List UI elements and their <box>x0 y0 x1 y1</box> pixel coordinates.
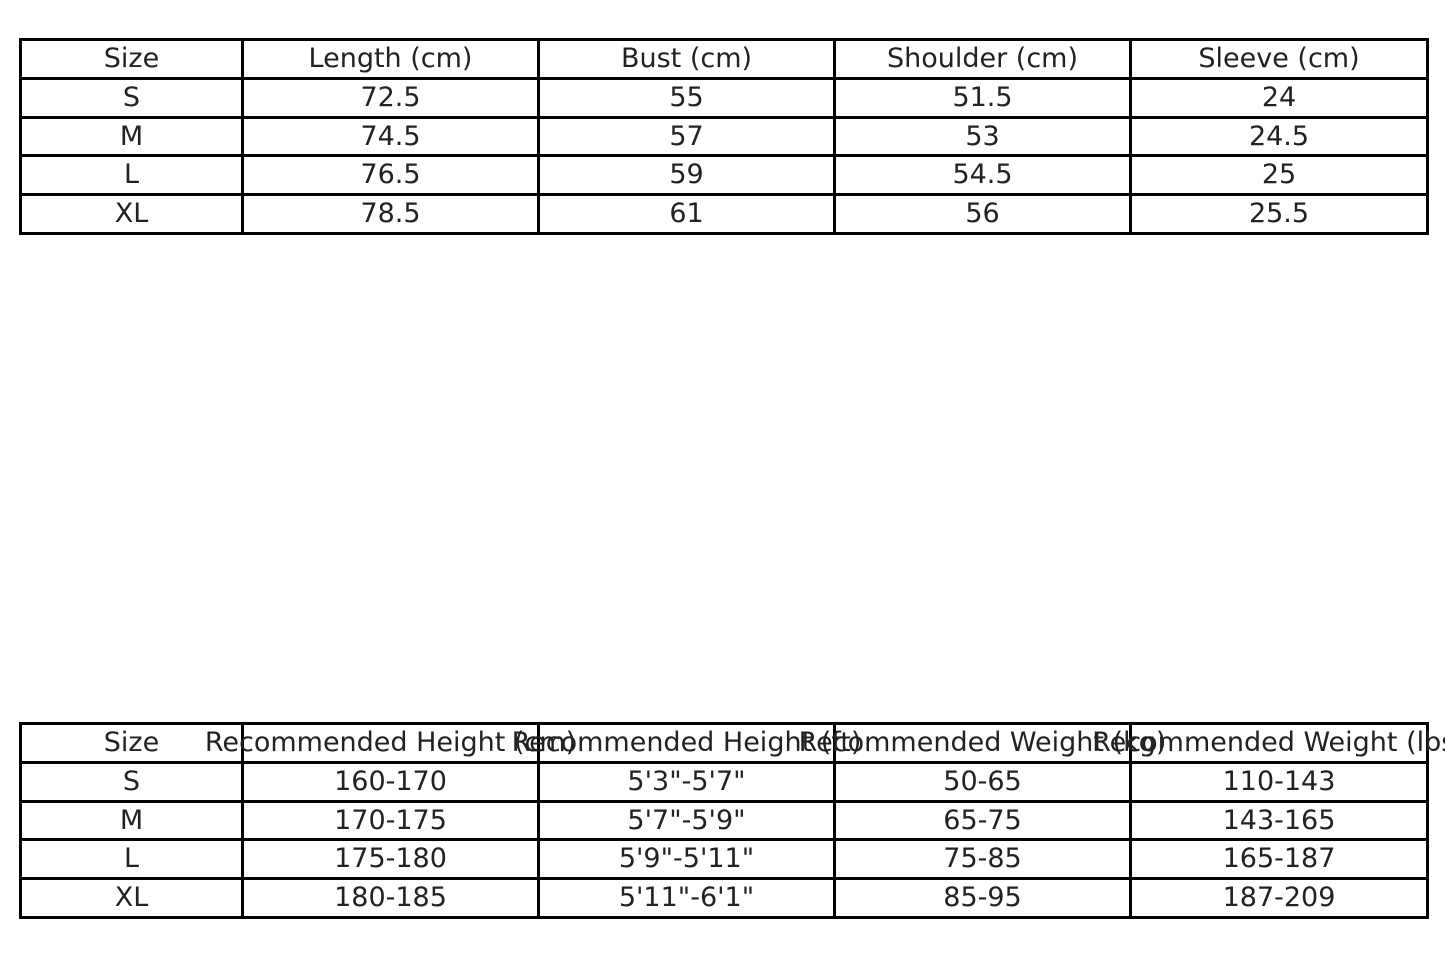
weight-lbs-cell: 187-209 <box>1129 877 1429 919</box>
size-cell: XL <box>19 877 244 919</box>
table-row: M 74.5 57 53 24.5 <box>19 115 1429 158</box>
recommendation-table-container: Size Recommended Height (cm) Recommended… <box>19 722 1445 919</box>
header-cell-size: Size <box>19 722 244 764</box>
header-cell-rec-weight-lbs: Recommended Weight (lbs) <box>1092 722 1445 764</box>
length-cell: 72.5 <box>241 76 540 119</box>
bust-cell: 57 <box>537 115 836 158</box>
header-cell-length: Length (cm) <box>241 38 540 80</box>
size-cell: S <box>19 760 244 803</box>
weight-kg-cell: 50-65 <box>833 760 1132 803</box>
table-row: XL 180-185 5'11"-6'1" 85-95 187-209 <box>19 877 1429 919</box>
shoulder-cell: 53 <box>833 115 1132 158</box>
height-ft-cell: 5'11"-6'1" <box>537 877 836 919</box>
height-cm-cell: 175-180 <box>241 838 540 881</box>
size-recommendation-table: Size Recommended Height (cm) Recommended… <box>19 722 1445 919</box>
weight-lbs-cell: 143-165 <box>1129 799 1429 842</box>
weight-kg-cell: 65-75 <box>833 799 1132 842</box>
height-ft-cell: 5'7"-5'9" <box>537 799 836 842</box>
table-row: L 175-180 5'9"-5'11" 75-85 165-187 <box>19 838 1429 881</box>
header-label: Recommended Height (cm) <box>204 727 577 759</box>
garment-measurement-table: Size Length (cm) Bust (cm) Shoulder (cm)… <box>19 38 1429 235</box>
size-cell: M <box>19 799 244 842</box>
size-cell: XL <box>19 193 244 235</box>
measurement-table-container: Size Length (cm) Bust (cm) Shoulder (cm)… <box>19 38 1429 235</box>
size-cell: L <box>19 154 244 197</box>
header-label: Size <box>103 727 160 759</box>
bust-cell: 59 <box>537 154 836 197</box>
table-row: L 76.5 59 54.5 25 <box>19 154 1429 197</box>
header-cell-rec-height-cm: Recommended Height (cm) <box>205 722 576 764</box>
height-ft-cell: 5'3"-5'7" <box>537 760 836 803</box>
size-cell: L <box>19 838 244 881</box>
shoulder-cell: 51.5 <box>833 76 1132 119</box>
header-cell-rec-weight-kg: Recommended Weight (kg) <box>799 722 1166 764</box>
header-cell-shoulder: Shoulder (cm) <box>833 38 1132 80</box>
length-cell: 78.5 <box>241 193 540 235</box>
sleeve-cell: 25.5 <box>1129 193 1429 235</box>
height-ft-cell: 5'9"-5'11" <box>537 838 836 881</box>
header-cell-rec-height-ft: Recommended Height (ft) <box>512 722 861 764</box>
table-row: M 170-175 5'7"-5'9" 65-75 143-165 <box>19 799 1429 842</box>
size-cell: S <box>19 76 244 119</box>
header-label: Recommended Weight (lbs) <box>1092 727 1445 759</box>
height-cm-cell: 180-185 <box>241 877 540 919</box>
table-row: XL 78.5 61 56 25.5 <box>19 193 1429 235</box>
header-cell-bust: Bust (cm) <box>537 38 836 80</box>
header-label: Recommended Height (ft) <box>511 727 862 759</box>
table-row: S 160-170 5'3"-5'7" 50-65 110-143 <box>19 760 1429 803</box>
header-cell-size: Size <box>19 38 244 80</box>
length-cell: 74.5 <box>241 115 540 158</box>
height-cm-cell: 160-170 <box>241 760 540 803</box>
measurement-header-row: Size Length (cm) Bust (cm) Shoulder (cm)… <box>19 38 1429 80</box>
header-label: Recommended Weight (kg) <box>798 727 1167 759</box>
header-cell-sleeve: Sleeve (cm) <box>1129 38 1429 80</box>
sleeve-cell: 25 <box>1129 154 1429 197</box>
weight-kg-cell: 85-95 <box>833 877 1132 919</box>
sleeve-cell: 24 <box>1129 76 1429 119</box>
length-cell: 76.5 <box>241 154 540 197</box>
weight-lbs-cell: 165-187 <box>1129 838 1429 881</box>
shoulder-cell: 56 <box>833 193 1132 235</box>
weight-kg-cell: 75-85 <box>833 838 1132 881</box>
weight-lbs-cell: 110-143 <box>1129 760 1429 803</box>
bust-cell: 61 <box>537 193 836 235</box>
sleeve-cell: 24.5 <box>1129 115 1429 158</box>
recommendation-header-row: Size Recommended Height (cm) Recommended… <box>19 722 1445 764</box>
height-cm-cell: 170-175 <box>241 799 540 842</box>
size-cell: M <box>19 115 244 158</box>
shoulder-cell: 54.5 <box>833 154 1132 197</box>
bust-cell: 55 <box>537 76 836 119</box>
table-row: S 72.5 55 51.5 24 <box>19 76 1429 119</box>
